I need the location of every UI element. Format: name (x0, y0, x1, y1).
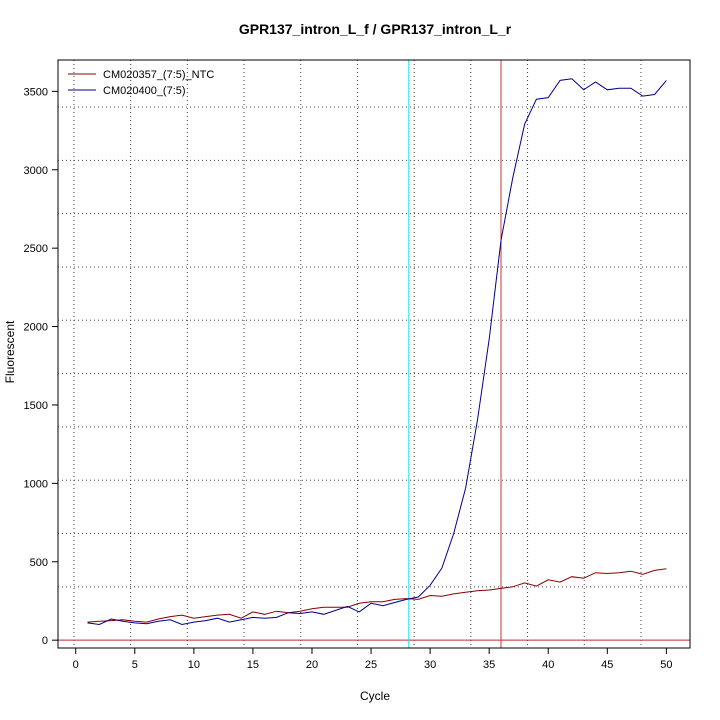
x-tick-label: 35 (483, 659, 495, 671)
x-axis-label: Cycle (360, 689, 390, 703)
x-axis: 0 5 10 15 20 25 30 35 40 45 50 (73, 648, 672, 671)
chart-title: GPR137_intron_L_f / GPR137_intron_L_r (239, 21, 512, 37)
grid (58, 60, 690, 648)
x-tick-label: 20 (306, 659, 318, 671)
x-tick-label: 30 (424, 659, 436, 671)
reference-lines (58, 60, 690, 648)
y-tick-label: 2500 (24, 243, 48, 255)
series-line-ntc (87, 568, 667, 623)
legend-label-ntc: CM020357_(7:5)_NTC (103, 69, 214, 81)
series-lines (87, 78, 667, 626)
x-tick-label: 45 (601, 659, 613, 671)
y-tick-label: 500 (30, 557, 48, 569)
y-tick-label: 1500 (24, 400, 48, 412)
legend-label-sample: CM020400_(7:5) (103, 85, 186, 97)
x-tick-label: 50 (660, 659, 672, 671)
y-tick-label: 2000 (24, 322, 48, 334)
y-axis: 0 500 1000 1500 2000 2500 3000 3500 (24, 86, 58, 647)
x-tick-label: 40 (542, 659, 554, 671)
y-tick-label: 3000 (24, 165, 48, 177)
plot-frame (57, 59, 691, 649)
y-tick-label: 0 (42, 635, 48, 647)
y-tick-label: 3500 (24, 86, 48, 98)
x-tick-label: 5 (132, 659, 138, 671)
x-tick-label: 0 (73, 659, 79, 671)
series-line-sample (87, 78, 667, 626)
legend: CM020357_(7:5)_NTC CM020400_(7:5) (68, 69, 214, 97)
x-tick-label: 10 (188, 659, 200, 671)
x-tick-label: 15 (247, 659, 259, 671)
y-tick-label: 1000 (24, 478, 48, 490)
y-axis-label: Fluorescent (3, 320, 17, 383)
x-tick-label: 25 (365, 659, 377, 671)
